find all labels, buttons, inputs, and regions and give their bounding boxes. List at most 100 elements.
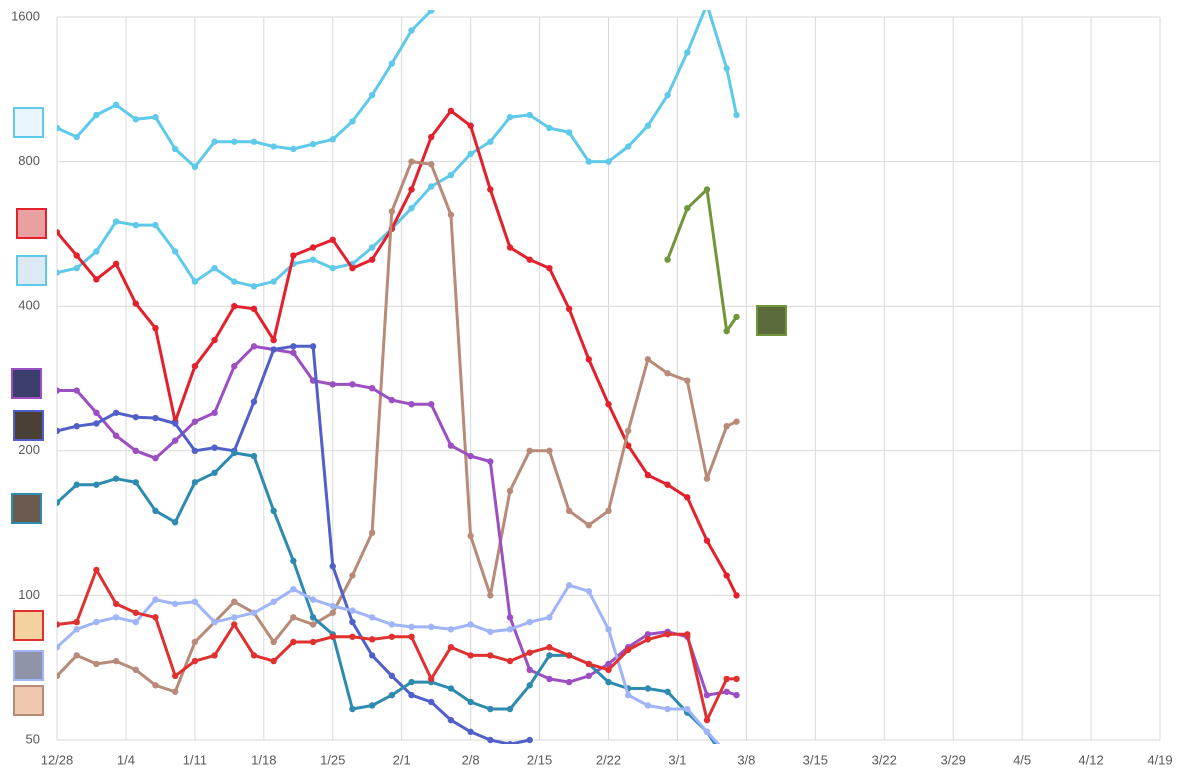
x-tick-label: 1/25: [320, 752, 345, 767]
data-point: [73, 626, 80, 633]
data-point: [73, 652, 80, 659]
data-point: [664, 705, 671, 713]
data-point: [349, 618, 356, 626]
data-point: [368, 529, 376, 536]
data-point: [703, 728, 711, 736]
data-point: [723, 688, 730, 695]
data-point: [290, 343, 297, 350]
data-point: [408, 158, 415, 165]
data-point: [57, 269, 61, 276]
data-point: [585, 588, 593, 595]
x-tick-label: 3/8: [737, 752, 755, 767]
data-point: [152, 221, 159, 229]
data-point: [624, 646, 632, 654]
data-point: [132, 447, 139, 454]
series-line: [57, 451, 717, 744]
data-point: [57, 124, 61, 132]
data-point: [447, 644, 455, 651]
data-point: [73, 618, 80, 626]
data-point: [703, 186, 711, 193]
data-point: [428, 623, 435, 631]
data-point: [565, 507, 573, 515]
data-point: [57, 672, 61, 680]
data-point: [309, 614, 317, 621]
data-point: [624, 691, 632, 699]
y-tick-label: 800: [18, 153, 40, 168]
data-point: [231, 614, 238, 621]
data-point: [231, 598, 238, 605]
data-point: [211, 409, 218, 416]
data-point: [57, 229, 61, 236]
data-point: [57, 427, 61, 435]
data-point: [703, 691, 711, 699]
data-point: [408, 678, 415, 686]
data-point: [408, 27, 415, 34]
data-point: [231, 278, 238, 285]
data-point: [684, 494, 691, 501]
data-point: [152, 682, 159, 689]
data-point: [73, 133, 80, 141]
data-point: [644, 636, 652, 643]
data-point: [270, 657, 277, 665]
data-point: [191, 638, 199, 646]
data-point: [152, 414, 159, 422]
data-point: [290, 349, 297, 356]
data-point: [546, 124, 553, 132]
x-tick-label: 4/19: [1147, 752, 1172, 767]
data-point: [349, 118, 356, 125]
data-point: [270, 638, 277, 646]
data-point: [487, 705, 494, 713]
data-point: [112, 409, 120, 416]
data-point: [368, 244, 376, 251]
data-point: [624, 427, 632, 435]
data-point: [565, 305, 573, 313]
data-point: [526, 666, 533, 674]
data-point: [191, 278, 199, 285]
data-point: [132, 479, 139, 486]
x-tick-label: 1/4: [117, 752, 135, 767]
data-point: [487, 628, 494, 635]
y-tick-label: 1600: [11, 8, 40, 23]
data-point: [152, 507, 159, 515]
data-point: [368, 91, 376, 99]
data-point: [250, 138, 258, 145]
x-tick-label: 3/22: [872, 752, 897, 767]
data-point: [270, 143, 277, 150]
data-point: [546, 644, 553, 651]
series-line: [57, 344, 737, 697]
data-point: [565, 129, 573, 136]
series-line: [57, 583, 721, 744]
data-point: [329, 563, 336, 570]
data-point: [57, 621, 61, 628]
icon: [11, 493, 42, 524]
data-point: [684, 204, 691, 212]
data-point: [349, 607, 356, 614]
data-point: [329, 633, 336, 640]
data-point: [171, 145, 179, 153]
x-tick-label: 4/5: [1013, 752, 1031, 767]
data-point: [368, 256, 376, 263]
data-point: [565, 652, 573, 659]
data-point: [211, 618, 218, 626]
data-point: [112, 657, 120, 665]
data-point: [329, 381, 336, 388]
data-point: [250, 398, 258, 405]
data-point: [546, 264, 553, 272]
data-point: [368, 636, 376, 643]
data-point: [309, 638, 317, 646]
data-point: [349, 705, 356, 713]
data-point: [703, 475, 711, 482]
y-tick-label: 100: [18, 587, 40, 602]
data-point: [487, 458, 494, 465]
data-point: [723, 675, 730, 683]
y-tick-label: 200: [18, 442, 40, 457]
data-point: [93, 660, 100, 668]
data-point: [132, 413, 139, 421]
data-point: [506, 113, 514, 121]
data-point: [290, 145, 297, 153]
data-point: [73, 387, 80, 394]
data-point: [526, 447, 533, 454]
data-point: [585, 158, 593, 165]
y-tick-label: 50: [26, 731, 40, 746]
data-point: [644, 631, 652, 638]
